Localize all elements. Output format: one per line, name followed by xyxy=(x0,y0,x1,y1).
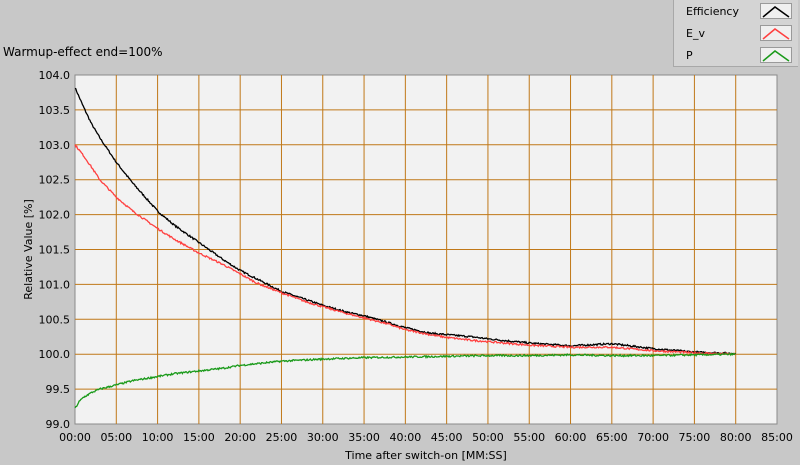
x-tick-label: 40:00 xyxy=(390,431,422,444)
x-tick-label: 85:00 xyxy=(761,431,793,444)
legend-label-p: P xyxy=(686,49,693,62)
legend: Efficiency E_v P xyxy=(673,0,798,67)
y-tick-label: 100.5 xyxy=(39,313,71,326)
x-tick-label: 70:00 xyxy=(637,431,669,444)
x-tick-label: 15:00 xyxy=(183,431,215,444)
y-tick-label: 104.0 xyxy=(39,69,71,82)
series-line-p xyxy=(74,352,736,409)
x-tick-label: 80:00 xyxy=(720,431,752,444)
y-tick-label: 101.0 xyxy=(39,278,71,291)
y-tick-label: 101.5 xyxy=(39,244,71,257)
legend-line-p-icon xyxy=(762,50,790,62)
y-tick-label: 102.5 xyxy=(39,174,71,187)
legend-line-efficiency-icon xyxy=(762,6,790,18)
legend-line-ev-icon xyxy=(762,28,790,40)
x-tick-label: 00:00 xyxy=(59,431,91,444)
x-tick-label: 45:00 xyxy=(431,431,463,444)
y-tick-label: 103.0 xyxy=(39,139,71,152)
x-tick-label: 55:00 xyxy=(513,431,545,444)
legend-label-ev: E_v xyxy=(686,27,705,40)
y-tick-label: 99.5 xyxy=(46,383,71,396)
y-tick-label: 102.0 xyxy=(39,209,71,222)
y-tick-label: 99.0 xyxy=(46,418,71,431)
legend-item-efficiency: Efficiency xyxy=(674,1,798,23)
legend-swatch-efficiency xyxy=(760,3,792,19)
y-axis-label: Relative Value [%] xyxy=(22,199,35,300)
legend-label-efficiency: Efficiency xyxy=(686,5,739,18)
x-tick-label: 10:00 xyxy=(142,431,174,444)
x-tick-label: 75:00 xyxy=(679,431,711,444)
x-tick-label: 05:00 xyxy=(100,431,132,444)
chart-title: Warmup-effect end=100% xyxy=(3,45,163,59)
y-tick-label: 100.0 xyxy=(39,348,71,361)
x-tick-label: 65:00 xyxy=(596,431,628,444)
x-tick-label: 50:00 xyxy=(472,431,504,444)
x-tick-label: 20:00 xyxy=(224,431,256,444)
x-tick-label: 30:00 xyxy=(307,431,339,444)
legend-item-p: P xyxy=(674,45,798,67)
series-line-e-v xyxy=(74,144,736,356)
legend-swatch-p xyxy=(760,47,792,63)
x-tick-label: 60:00 xyxy=(555,431,587,444)
y-tick-label: 103.5 xyxy=(39,104,71,117)
x-tick-label: 35:00 xyxy=(348,431,380,444)
x-axis-label: Time after switch-on [MM:SS] xyxy=(344,449,507,462)
legend-item-ev: E_v xyxy=(674,23,798,45)
x-tick-label: 25:00 xyxy=(266,431,298,444)
legend-swatch-ev xyxy=(760,25,792,41)
series-line-efficiency xyxy=(74,87,737,356)
